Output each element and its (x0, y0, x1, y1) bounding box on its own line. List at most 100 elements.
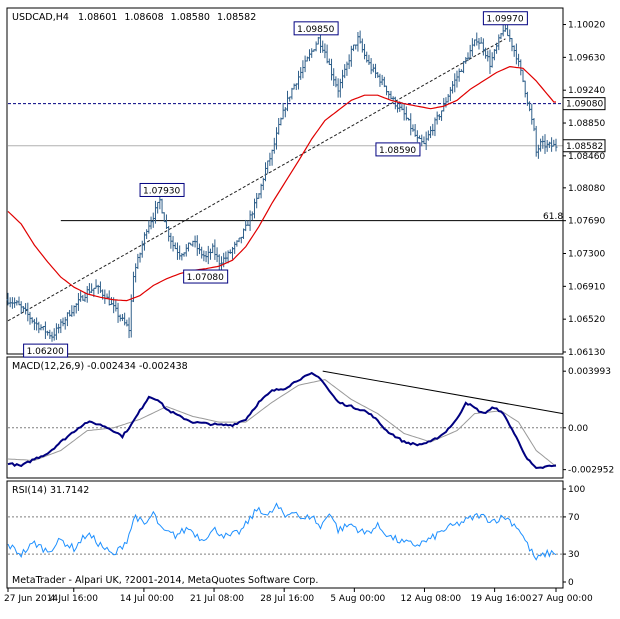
price-bar (48, 329, 52, 339)
main-chart-layer: 1.06200 1.07930 1.07080 1.09850 1.08590 1.099… (6, 11, 563, 358)
price-bar (116, 302, 120, 323)
price-bar (446, 93, 450, 103)
price-bar (30, 317, 34, 324)
price-bar (21, 306, 25, 313)
annotation-frame (375, 142, 421, 157)
price-bar (457, 68, 461, 82)
annotation-box: 1.07930 (139, 182, 185, 197)
rsi-chart-layer (7, 502, 563, 561)
ohlc-close: 1.08582 (217, 12, 256, 23)
price-bar (54, 323, 58, 340)
ohlc-high: 1.08608 (124, 12, 163, 23)
rsi-y-tick-label: 30 (568, 550, 580, 560)
price-bar (103, 289, 107, 304)
rsi-y-tick-label: 0 (568, 578, 574, 588)
price-tag: 1.08582 (562, 139, 606, 153)
price-bar (206, 245, 210, 265)
price-bar (301, 60, 305, 79)
price-bar (246, 220, 250, 226)
trendline-dashed (7, 38, 506, 322)
price-bar (145, 229, 149, 240)
annotation-label: 1.07080 (187, 273, 224, 283)
price-bar (517, 53, 521, 67)
price-bar (431, 123, 435, 136)
price-bar (341, 69, 345, 89)
price-bar (134, 263, 138, 283)
x-tick-label: 21 Jul 08:00 (190, 594, 244, 604)
price-bar (164, 214, 168, 229)
price-bar (147, 220, 151, 234)
price-bar (239, 236, 243, 244)
price-bar (268, 152, 272, 166)
price-bar (451, 80, 455, 94)
annotation-label: 1.07930 (143, 186, 180, 196)
price-bar (233, 241, 237, 254)
price-bar (347, 54, 351, 70)
rsi-header: RSI(14) 31.7142 (12, 485, 89, 496)
x-tick-label: 12 Aug 08:00 (400, 594, 461, 604)
price-bar (114, 299, 118, 312)
axis-label-layer: 1.09080 1.08582 1.10020 1.09630 1.09240 1.088… (4, 21, 614, 604)
price-bar (396, 101, 400, 113)
price-bar (24, 303, 28, 315)
price-bar (550, 137, 554, 152)
price-bar (510, 38, 514, 52)
annotation-frame (183, 269, 229, 284)
price-bar (402, 103, 406, 121)
price-bar (367, 54, 371, 65)
macd-y-tick-label: -0.002952 (568, 466, 614, 476)
annotation-frame (23, 343, 69, 358)
price-bar (363, 43, 367, 60)
price-bar (299, 67, 303, 80)
price-bar (72, 305, 76, 317)
annotation-box: 1.06200 (23, 343, 69, 358)
main-panel-frame (6, 7, 564, 355)
price-bar (308, 49, 312, 62)
price-bar (160, 198, 164, 214)
price-bar (521, 69, 525, 83)
y-tick-label: 1.08850 (568, 119, 605, 129)
price-bar (539, 138, 543, 152)
price-bar (475, 32, 479, 46)
price-bar (57, 323, 61, 334)
price-bar (197, 243, 201, 255)
annotation-label: 1.09850 (297, 25, 334, 35)
price-bar (376, 72, 380, 78)
annotation-frame (293, 21, 339, 36)
price-bar (413, 124, 417, 137)
y-tick-label: 1.08080 (568, 184, 605, 194)
price-bar (277, 117, 281, 135)
price-bar (455, 70, 459, 88)
y-tick-label: 1.06130 (568, 348, 605, 358)
price-bar (508, 29, 512, 42)
price-bar (440, 110, 444, 121)
price-bar (32, 318, 36, 331)
price-bar (255, 192, 259, 209)
price-bar (393, 96, 397, 110)
annotation-label: 1.09970 (486, 15, 523, 25)
x-tick-label: 19 Aug 16:00 (471, 594, 532, 604)
price-bar (321, 40, 325, 53)
annotation-frame (139, 182, 185, 197)
price-bar (479, 37, 483, 44)
price-bar (107, 290, 111, 306)
price-bar (536, 144, 540, 159)
price-bar (120, 314, 124, 322)
price-bar (59, 319, 63, 334)
footer-copyright: MetaTrader - Alpari UK, ?2001-2014, Meta… (12, 575, 318, 586)
x-tick-label: 28 Jul 16:00 (260, 594, 314, 604)
price-bar (90, 283, 94, 293)
price-bar (378, 73, 382, 87)
y-tick-label: 1.09630 (568, 53, 605, 63)
price-bar (323, 43, 327, 59)
price-bar (387, 90, 391, 100)
price-bar (215, 247, 219, 263)
y-tick-label: 1.07300 (568, 250, 605, 260)
macd-panel-frame (6, 356, 564, 479)
price-bar (477, 37, 481, 50)
price-bar (486, 50, 490, 62)
price-bar (171, 236, 175, 252)
price-bar (488, 49, 492, 74)
price-tag-frame (562, 97, 606, 111)
price-tag: 1.09080 (562, 97, 606, 111)
